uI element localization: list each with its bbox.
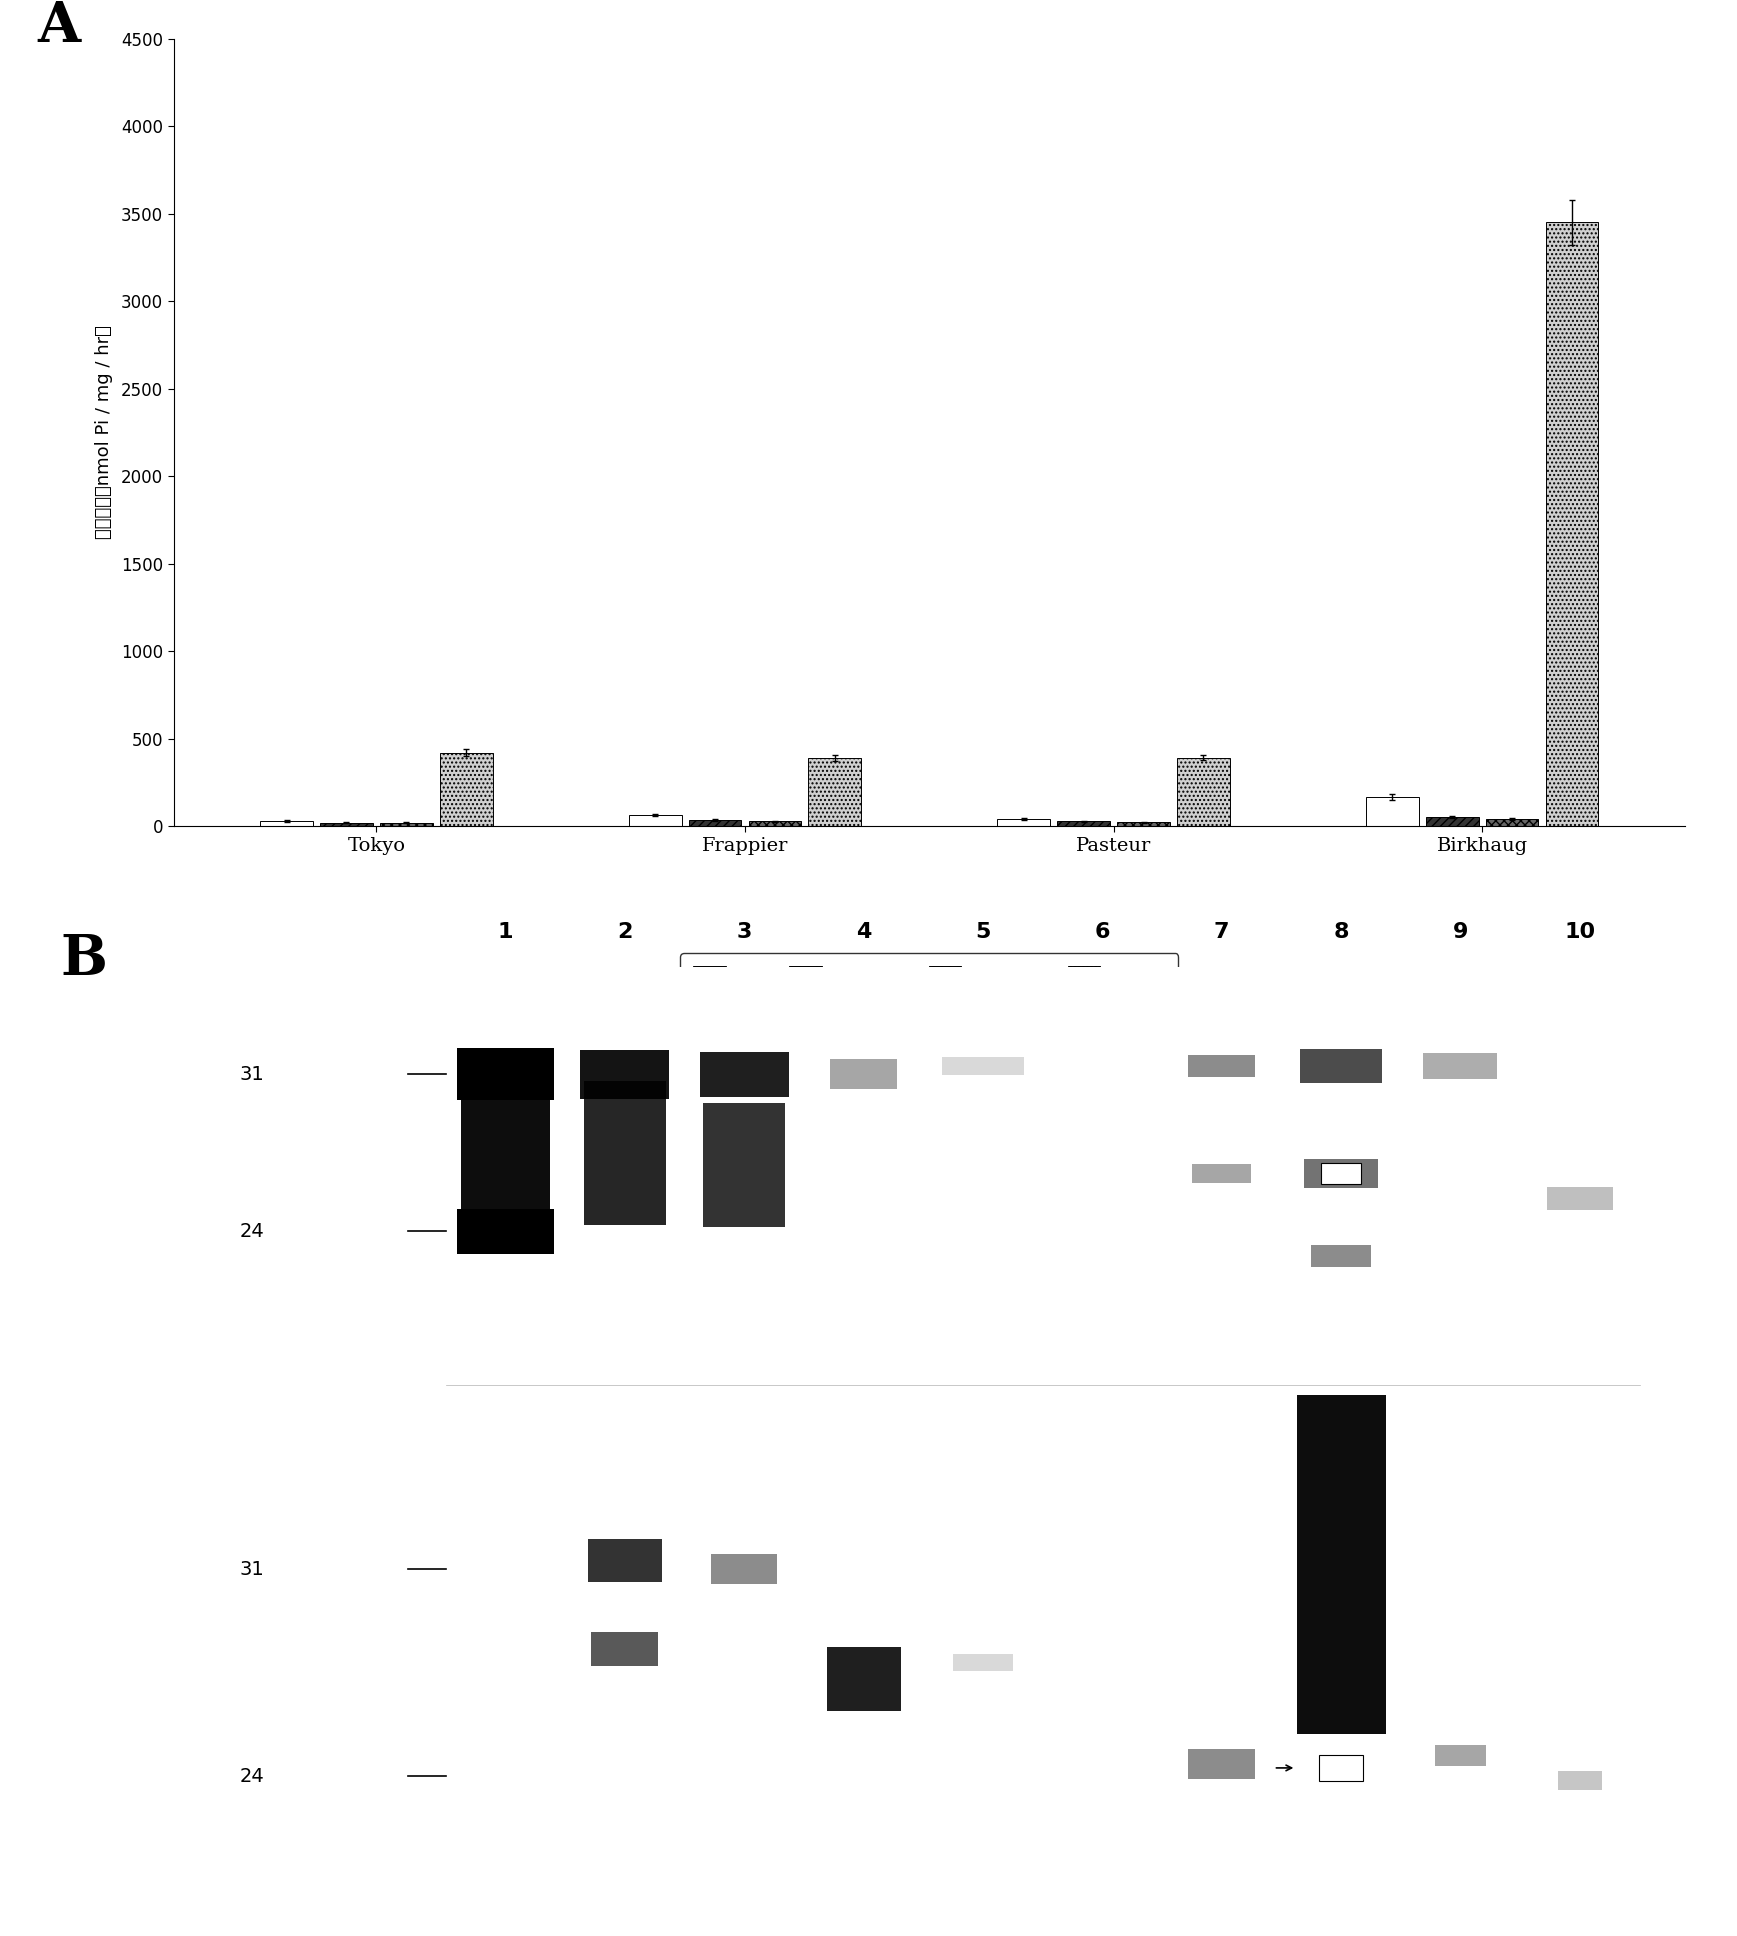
Bar [688, 821, 742, 827]
Text: 8: 8 [1334, 922, 1350, 943]
Bar [1546, 223, 1598, 827]
Text: 31: 31 [240, 1560, 264, 1578]
Bar [827, 1648, 900, 1711]
Bar [1558, 1771, 1602, 1791]
Bar [941, 1057, 1023, 1074]
Text: B: B [61, 933, 108, 987]
Bar [629, 815, 681, 827]
Text: 31: 31 [240, 1065, 264, 1084]
Bar [710, 1555, 778, 1584]
Bar [446, 1460, 1640, 1882]
Bar [1298, 1396, 1386, 1735]
Text: 24: 24 [240, 1222, 264, 1241]
Text: 9: 9 [1452, 922, 1468, 943]
Bar [1301, 1049, 1383, 1082]
Bar [1304, 1158, 1377, 1189]
Bar [749, 821, 801, 827]
Bar [446, 966, 1640, 1380]
Bar [808, 757, 862, 827]
Y-axis label: 特异活性（nmol Pi / mg / hr）: 特异活性（nmol Pi / mg / hr） [96, 325, 113, 540]
Bar [439, 753, 493, 827]
Text: A: A [38, 0, 82, 54]
Text: 5: 5 [974, 922, 990, 943]
Text: 3: 3 [736, 922, 752, 943]
Bar [580, 1049, 669, 1098]
Bar [954, 1653, 1013, 1671]
Bar [457, 1047, 554, 1100]
Bar [1485, 819, 1539, 827]
Bar [1117, 823, 1171, 827]
Text: 1: 1 [499, 922, 512, 943]
Text: 10: 10 [1565, 922, 1595, 943]
Bar [1178, 757, 1230, 827]
Text: 6: 6 [1094, 922, 1110, 943]
Bar [1435, 1744, 1487, 1766]
Text: 4: 4 [856, 922, 872, 943]
Bar [1192, 1164, 1251, 1183]
Bar [1311, 1245, 1370, 1268]
Bar [592, 1632, 658, 1667]
Bar [1423, 1053, 1497, 1078]
Bar [457, 1210, 554, 1255]
Bar [587, 1539, 662, 1582]
Bar [261, 821, 313, 827]
Bar [1365, 798, 1419, 827]
Bar [830, 1059, 896, 1090]
Bar [700, 1051, 789, 1096]
Text: 7: 7 [1214, 922, 1230, 943]
Text: 24: 24 [240, 1768, 264, 1785]
Bar [1546, 1187, 1614, 1210]
Bar [1320, 1164, 1362, 1183]
Bar [1426, 817, 1478, 827]
Bar [703, 1104, 785, 1227]
Bar [460, 1067, 551, 1239]
Bar [380, 823, 433, 827]
Bar [997, 819, 1051, 827]
Bar [1318, 1756, 1364, 1781]
Bar [584, 1080, 665, 1225]
Bar [320, 823, 373, 827]
Bar [1188, 1748, 1256, 1779]
Bar [1058, 821, 1110, 827]
Legend: Asn, Asn－低 Pi, Asn－低甘油, NH4Cl: Asn, Asn－低 Pi, Asn－低甘油, NH4Cl [681, 953, 1178, 999]
Text: 2: 2 [617, 922, 632, 943]
Bar [1188, 1055, 1256, 1076]
